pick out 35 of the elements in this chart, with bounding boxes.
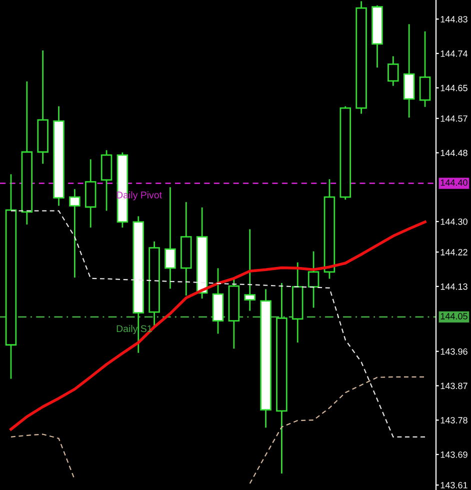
candlestick <box>292 262 304 343</box>
ref-line-label: Daily S1 <box>116 324 152 334</box>
candlestick <box>244 229 256 311</box>
candlestick <box>164 187 176 289</box>
candlestick <box>403 24 415 118</box>
candlestick <box>356 1 367 114</box>
text: 144.05 <box>440 313 468 320</box>
y-tick-label: 144.48 <box>440 150 468 156</box>
candlestick <box>53 106 64 206</box>
candlestick <box>21 81 33 224</box>
candlestick <box>276 283 288 474</box>
y-tick-label: 143.61 <box>440 482 468 488</box>
y-tick-label: 143.96 <box>440 348 468 355</box>
candlestick <box>37 50 48 164</box>
candlestick <box>180 202 192 296</box>
candlestick <box>196 207 208 299</box>
candlestick <box>212 268 224 334</box>
y-tick-label: 144.30 <box>440 218 468 225</box>
candlestick <box>388 56 399 86</box>
text: 144.40 <box>440 179 468 186</box>
candlestick <box>5 174 17 379</box>
y-tick-label: 143.87 <box>440 382 468 390</box>
y-tick-label: 144.57 <box>440 115 468 122</box>
y-tick-label: 143.78 <box>440 417 468 424</box>
candlestick <box>260 289 272 428</box>
y-tick-label: 144.22 <box>440 249 468 256</box>
y-tick-label: 144.83 <box>440 16 468 22</box>
y-tick-label: 144.13 <box>440 283 468 290</box>
ref-line-label: Daily Pivot <box>116 191 162 200</box>
y-tick-label: 144.65 <box>440 84 468 92</box>
candlestick <box>84 159 96 228</box>
y-tick-label: 144.74 <box>440 50 468 57</box>
candlestick <box>308 251 320 308</box>
candlestick <box>69 189 80 278</box>
y-tick-label: 143.69 <box>440 451 468 458</box>
